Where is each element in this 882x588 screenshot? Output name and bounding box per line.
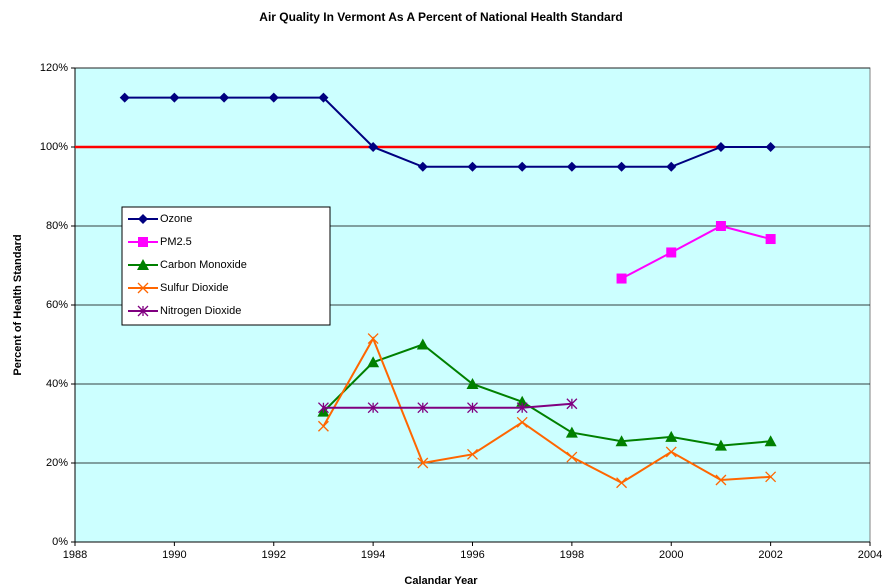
marker	[516, 402, 528, 414]
y-tick-label: 100%	[40, 141, 68, 153]
marker	[318, 92, 329, 103]
marker	[417, 457, 429, 469]
marker	[715, 474, 727, 486]
marker	[467, 448, 478, 460]
legend-marker	[138, 237, 148, 247]
marker	[666, 161, 677, 172]
marker	[765, 234, 776, 245]
y-tick-label: 0%	[52, 536, 68, 548]
marker	[466, 378, 479, 389]
marker	[416, 338, 429, 350]
marker	[368, 142, 379, 152]
marker	[765, 471, 777, 483]
y-axis-title: Percent of Health Standard	[12, 234, 24, 375]
marker	[417, 161, 428, 172]
x-tick-label: 1996	[460, 549, 484, 561]
marker	[566, 451, 578, 463]
legend-label: Nitrogen Dioxide	[160, 305, 241, 317]
marker	[317, 420, 329, 432]
marker	[616, 161, 627, 172]
legend-marker	[137, 305, 149, 317]
marker	[169, 92, 180, 103]
x-tick-label: 1990	[162, 549, 186, 561]
legend-label: Ozone	[160, 213, 192, 225]
x-tick-label: 2000	[659, 549, 683, 561]
marker	[765, 142, 776, 152]
y-tick-label: 40%	[46, 378, 68, 390]
marker	[467, 161, 478, 172]
x-axis-title: Calandar Year	[404, 575, 478, 587]
marker	[516, 416, 528, 428]
series-line	[322, 343, 771, 447]
marker	[417, 402, 429, 414]
marker	[615, 435, 628, 447]
marker	[666, 247, 677, 258]
marker	[616, 273, 627, 284]
legend-label: PM2.5	[160, 236, 192, 248]
marker	[566, 161, 577, 172]
x-tick-label: 2004	[858, 549, 882, 561]
legend-marker	[137, 282, 149, 294]
marker	[566, 398, 578, 410]
series-line	[322, 336, 771, 484]
marker	[715, 221, 726, 231]
legend-marker	[138, 214, 148, 224]
marker	[565, 426, 578, 438]
marker	[665, 430, 678, 442]
marker	[517, 161, 528, 172]
marker	[219, 92, 230, 103]
marker	[764, 435, 777, 447]
marker	[714, 439, 727, 451]
marker	[616, 477, 628, 489]
marker	[367, 402, 379, 414]
marker	[317, 402, 329, 414]
marker	[467, 402, 478, 414]
marker	[268, 92, 279, 103]
x-tick-label: 1998	[560, 549, 584, 561]
marker	[367, 333, 379, 345]
legend-label: Carbon Monoxide	[160, 259, 247, 271]
series-line	[621, 224, 771, 280]
x-tick-label: 1992	[262, 549, 286, 561]
x-tick-label: 1988	[63, 549, 87, 561]
legend-label: Sulfur Dioxide	[160, 282, 228, 294]
y-tick-label: 20%	[46, 457, 68, 469]
marker	[367, 356, 380, 368]
x-tick-label: 2002	[758, 549, 782, 561]
series-line	[323, 402, 572, 409]
x-tick-label: 1994	[361, 549, 385, 561]
series-line	[124, 96, 771, 168]
marker	[665, 446, 677, 458]
y-tick-label: 80%	[46, 220, 68, 232]
chart-title: Air Quality In Vermont As A Percent of N…	[259, 10, 622, 24]
marker	[715, 142, 726, 152]
y-tick-label: 60%	[46, 299, 68, 311]
marker	[119, 92, 130, 103]
legend-marker	[137, 259, 149, 270]
y-tick-label: 120%	[40, 62, 68, 74]
